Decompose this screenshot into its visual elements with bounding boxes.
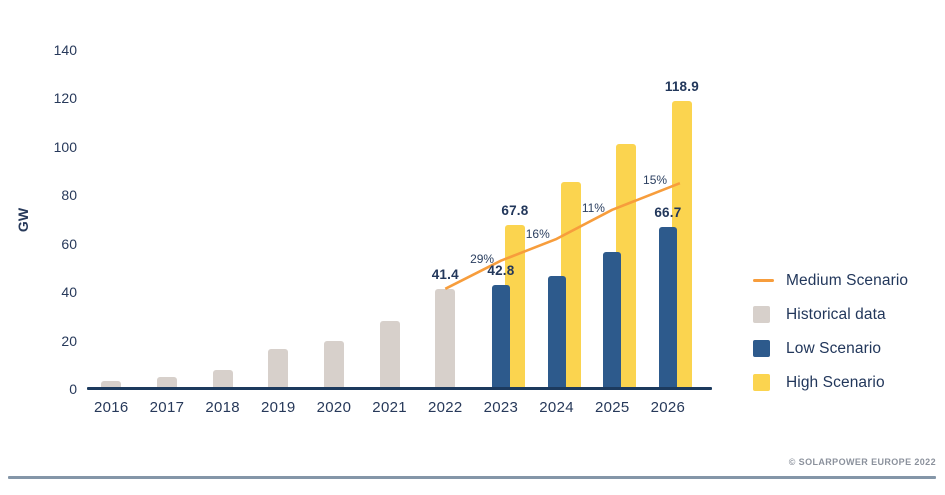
- growth-label-16pct: 16%: [525, 226, 550, 241]
- legend-item-historical-data: Historical data: [753, 306, 908, 323]
- bar-historical-data-2016: [101, 381, 122, 389]
- x-tick-label: 2018: [205, 399, 240, 416]
- bar-low-scenario-2026: [658, 227, 677, 389]
- y-tick-label: 0: [69, 381, 77, 397]
- legend-item-medium-scenario: Medium Scenario: [753, 272, 908, 289]
- x-tick-label: 2023: [483, 399, 519, 416]
- copyright-text: © SOLARPOWER EUROPE 2022: [788, 457, 936, 467]
- historical-data-swatch: [753, 306, 770, 323]
- legend-label: High Scenario: [786, 373, 885, 391]
- bar-low-scenario-2023: [491, 285, 510, 389]
- footer-divider: [8, 476, 936, 479]
- x-tick-label: 2026: [650, 399, 686, 416]
- x-tick-label: 2025: [594, 399, 630, 416]
- growth-label-15pct: 15%: [643, 173, 668, 188]
- x-tick-label: 2022: [427, 399, 463, 416]
- bar-historical-data-2021: [379, 321, 400, 389]
- bar-low-scenario-2024: [547, 276, 566, 389]
- value-label-historical-data-2022: 41.4: [431, 266, 459, 282]
- medium-scenario-line-swatch: [753, 279, 774, 282]
- bar-historical-data-2022: [435, 288, 456, 389]
- low-scenario-swatch: [753, 340, 770, 357]
- x-tick-label: 2021: [372, 399, 407, 416]
- growth-label-11pct: 11%: [581, 201, 605, 216]
- high-scenario-swatch: [753, 374, 770, 391]
- y-tick-label: 100: [53, 138, 77, 155]
- legend-item-low-scenario: Low Scenario: [753, 340, 908, 357]
- y-tick-label: 80: [61, 187, 77, 204]
- x-tick-label: 2017: [149, 399, 185, 416]
- bar-historical-data-2018: [212, 370, 233, 389]
- bar-historical-data-2017: [156, 376, 177, 389]
- legend-label: Medium Scenario: [786, 271, 909, 289]
- x-tick-label: 2019: [260, 399, 296, 416]
- y-axis-title: GW: [15, 207, 31, 233]
- value-label-high-scenario-2023: 67.8: [501, 202, 529, 218]
- bar-low-scenario-2025: [603, 252, 622, 389]
- y-tick-label: 60: [61, 235, 77, 252]
- legend-label: Historical data: [786, 305, 886, 323]
- bar-high-scenario-2026: [671, 101, 692, 389]
- bar-historical-data-2019: [268, 349, 289, 389]
- y-tick-label: 40: [61, 284, 77, 301]
- y-tick-label: 140: [53, 42, 77, 58]
- legend-item-high-scenario: High Scenario: [753, 374, 908, 391]
- bar-historical-data-2020: [323, 340, 344, 389]
- x-tick-label: 2024: [539, 399, 574, 416]
- x-tick-label: 2020: [316, 399, 352, 416]
- y-tick-label: 20: [61, 332, 77, 349]
- growth-label-29pct: 29%: [470, 251, 495, 266]
- legend-label: Low Scenario: [786, 339, 882, 357]
- legend: Medium Scenario Historical data Low Scen…: [753, 272, 908, 391]
- value-label-high-scenario-2026: 118.9: [664, 79, 699, 95]
- y-tick-label: 120: [53, 90, 77, 107]
- value-label-low-scenario-2026: 66.7: [654, 205, 682, 221]
- x-axis-line: [87, 387, 712, 390]
- x-tick-label: 2016: [94, 399, 129, 416]
